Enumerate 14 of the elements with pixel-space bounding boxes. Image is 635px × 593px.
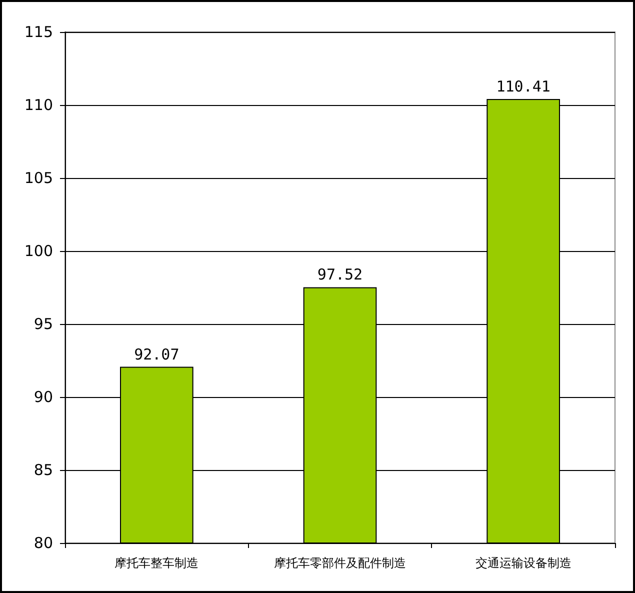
y-tick-label: 85 — [34, 461, 53, 479]
data-label: 110.41 — [496, 78, 550, 96]
x-tick-label: 交通运输设备制造 — [475, 556, 572, 570]
y-tick-label: 100 — [24, 242, 53, 260]
x-tick-label: 摩托车整车制造 — [114, 556, 199, 570]
y-tick-label: 95 — [34, 315, 53, 333]
data-label: 97.52 — [317, 266, 363, 284]
y-tick-label: 90 — [34, 388, 53, 406]
y-tick-label: 110 — [24, 96, 53, 114]
y-tick-label: 115 — [24, 23, 53, 41]
y-tick-label: 105 — [24, 169, 53, 187]
y-tick-label: 80 — [34, 534, 53, 552]
data-label: 92.07 — [134, 345, 180, 364]
x-tick-label: 摩托车零部件及配件制造 — [274, 556, 406, 570]
